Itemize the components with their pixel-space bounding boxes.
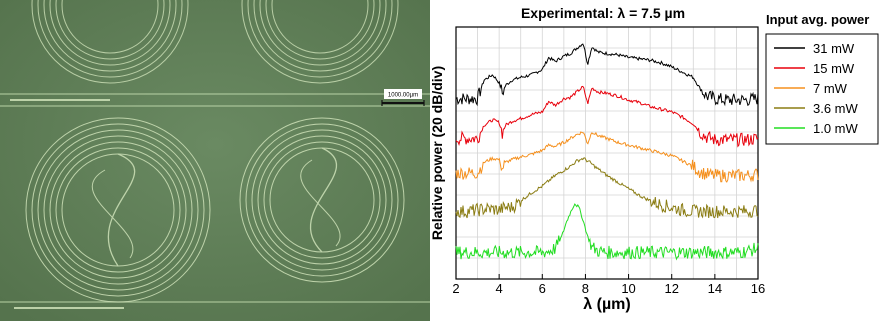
x-tick-label: 10	[621, 281, 635, 296]
series-line-3	[455, 157, 759, 219]
legend-box	[765, 33, 879, 145]
spiral-bottom-left	[25, 117, 211, 303]
scale-bar: 1000.00µm	[381, 89, 425, 106]
y-axis-label: Relative power (20 dB/div)	[429, 66, 445, 240]
x-tick-label: 6	[539, 281, 546, 296]
legend-label: 31 mW	[813, 41, 855, 56]
legend-label: 1.0 mW	[813, 121, 859, 136]
spiral-top-left	[31, 0, 189, 84]
x-tick-label: 16	[751, 281, 765, 296]
legend-title: Input avg. power	[766, 12, 869, 27]
waveguide-micrograph: 1000.00µm	[0, 0, 430, 321]
legend-label: 3.6 mW	[813, 101, 859, 116]
plot-frame	[455, 26, 759, 280]
legend-label: 15 mW	[813, 61, 855, 76]
scale-bar-label: 1000.00µm	[388, 93, 418, 99]
legend: 31 mW 15 mW 7 mW 3.6 mW 1.0 mW	[765, 33, 879, 145]
legend-label: 7 mW	[813, 81, 848, 96]
x-tick-label: 2	[452, 281, 459, 296]
grid	[455, 27, 759, 279]
series-line-0	[455, 43, 759, 107]
spiral-top-right	[241, 0, 399, 84]
spectra-chart: Experimental: λ = 7.5 µm 2 4 6 8 10 12 14 16 λ …	[429, 5, 879, 313]
x-axis-label: λ (µm)	[583, 296, 630, 313]
spiral-bottom-right	[239, 117, 405, 283]
x-tick-label: 8	[582, 281, 589, 296]
x-tick-label: 12	[664, 281, 678, 296]
series-group	[455, 43, 759, 261]
x-ticks: 2 4 6 8 10 12 14 16	[452, 274, 765, 296]
series-line-4	[455, 203, 759, 261]
chart-title: Experimental: λ = 7.5 µm	[521, 5, 685, 21]
series-line-2	[455, 131, 759, 183]
x-tick-label: 14	[708, 281, 722, 296]
x-tick-label: 4	[496, 281, 503, 296]
series-line-1	[455, 85, 759, 148]
